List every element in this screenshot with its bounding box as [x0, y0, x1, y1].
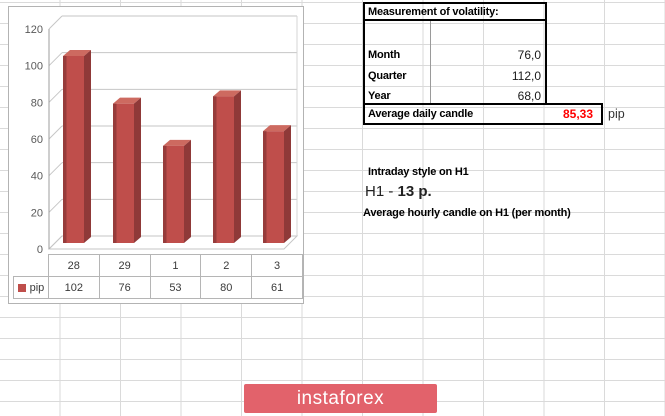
- bar-top-face: [263, 125, 291, 132]
- volatility-table-body: Month 76,0 Quarter 112,0 Year 68,0: [363, 19, 547, 105]
- summary-value: 85,33: [562, 107, 593, 121]
- row-value: 68,0: [517, 88, 541, 103]
- value-cell: 80: [200, 276, 253, 299]
- row-value: 112,0: [511, 68, 541, 83]
- row-label: Month: [368, 48, 400, 61]
- bar-side-face: [84, 50, 91, 243]
- value-cell: 53: [149, 276, 202, 299]
- bar-left-shade: [263, 131, 267, 243]
- category-row: 28 29 1 2 3: [14, 254, 303, 277]
- bar-side-face: [284, 125, 291, 243]
- gridline-tick: [48, 198, 63, 213]
- bar-side-face: [234, 90, 241, 243]
- legend-cell: pip: [13, 276, 49, 299]
- bar-left-shade: [213, 96, 217, 243]
- category-label: 1: [149, 254, 202, 277]
- gridline-tick: [48, 162, 63, 177]
- y-axis-label: 20: [31, 207, 43, 219]
- bar-left-shade: [163, 145, 167, 243]
- bar: [163, 145, 184, 243]
- bar: [63, 56, 84, 243]
- average-daily-candle-row: Average daily candle 85,33: [363, 103, 603, 125]
- y-axis-label: 0: [37, 244, 43, 253]
- table-row-month: Month 76,0: [365, 44, 545, 65]
- bar-top-face: [163, 139, 191, 146]
- bar-chart-plot-area: 0 20 40 60 80 100 120: [25, 15, 299, 253]
- value-cell: 76: [98, 276, 151, 299]
- empty-cell: [14, 255, 49, 277]
- y-axis-label: 40: [31, 171, 43, 183]
- volatility-table-title: Measurement of volatility:: [363, 2, 547, 21]
- legend-color-swatch-icon: [17, 283, 26, 292]
- volatility-bar-chart: 0 20 40 60 80 100 120 28 29 1 2 3 pip 102 76 5…: [8, 6, 304, 304]
- chart-data-table: 28 29 1 2 3 pip 102 76 53 80 61: [13, 254, 303, 299]
- category-label: 28: [47, 254, 100, 277]
- legend-label: pip: [29, 281, 45, 294]
- y-axis-label: 120: [25, 24, 43, 36]
- bar-left-shade: [113, 103, 117, 244]
- category-label: 2: [200, 254, 253, 277]
- value-cell: 102: [47, 276, 100, 299]
- summary-label: Average daily candle: [368, 108, 474, 120]
- instaforex-logo-banner[interactable]: instaforex: [244, 384, 437, 413]
- bar-side-face: [134, 97, 141, 244]
- row-value: 76,0: [517, 47, 541, 62]
- y-axis-label: 100: [25, 61, 43, 73]
- intraday-prefix: H1 -: [365, 183, 398, 200]
- bar-left-shade: [63, 56, 67, 243]
- summary-unit: pip: [608, 107, 625, 121]
- category-label: 3: [251, 254, 303, 277]
- column-divider: [430, 21, 431, 103]
- bar: [263, 131, 284, 243]
- bar-top-face: [63, 50, 91, 56]
- row-label: Year: [368, 89, 391, 102]
- table-row-quarter: Quarter 112,0: [365, 65, 545, 86]
- bar-top-face: [213, 90, 241, 97]
- row-label: Quarter: [368, 69, 407, 82]
- bar: [213, 96, 234, 243]
- bar-top-face: [113, 97, 141, 104]
- logo-text: instaforex: [296, 387, 385, 409]
- table-row-year: Year 68,0: [365, 85, 545, 106]
- bar-side-face: [184, 139, 191, 243]
- category-label: 29: [98, 254, 151, 277]
- intraday-style-title: Intraday style on H1: [368, 166, 469, 178]
- gridline-tick: [48, 52, 63, 67]
- value-cell: 61: [251, 276, 303, 299]
- y-axis-label: 60: [31, 134, 43, 146]
- y-axis-label: 80: [31, 97, 43, 109]
- gridline-tick: [48, 125, 63, 140]
- intraday-style-value: H1 - 13 p.: [365, 183, 432, 200]
- hourly-candle-note: Average hourly candle on H1 (per month): [363, 207, 571, 219]
- value-row: pip 102 76 53 80 61: [13, 276, 303, 299]
- gridline-tick: [48, 15, 63, 30]
- bar: [113, 103, 134, 244]
- gridline-tick: [48, 88, 63, 103]
- intraday-points: 13 p.: [397, 183, 432, 200]
